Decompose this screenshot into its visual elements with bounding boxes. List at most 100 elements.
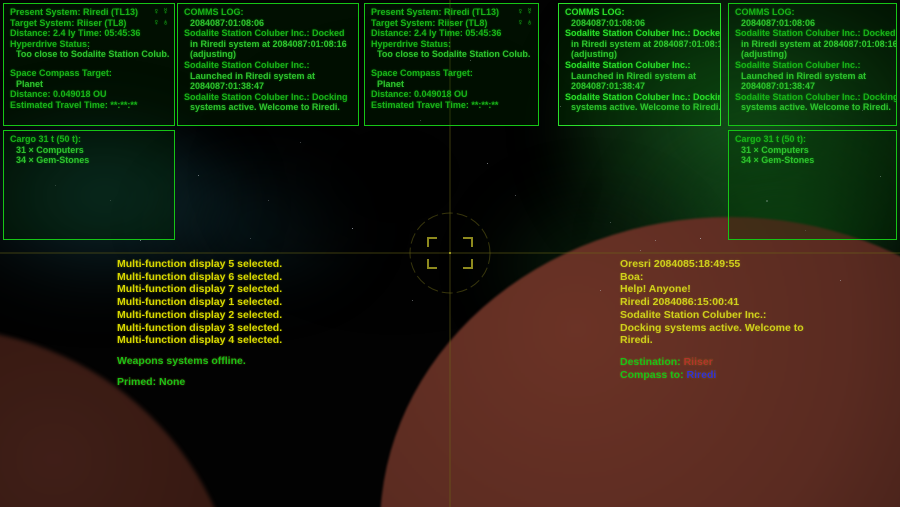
status-center-line-7: Planet	[371, 79, 533, 90]
status-left-line-7: Planet	[10, 79, 169, 90]
status-center-line-3: Hyperdrive Status:	[371, 39, 533, 50]
mfd-comms-2-body: COMMS LOG: 2084087:01:08:06 Sodalite Stati…	[565, 7, 715, 113]
status-center-line-4: Too close to Sodalite Station Colub.	[371, 49, 533, 60]
p-comms-2-line-0: 2084087:01:08:06	[565, 18, 715, 29]
message-left-line-2: Multi-function display 7 selected.	[117, 283, 417, 296]
status-center-line-8: Distance: 0.049018 OU	[371, 89, 533, 100]
destination-label: Destination:	[620, 356, 681, 368]
status-left-icon-1: ♀ ♁	[153, 17, 169, 28]
message-left-line-4: Multi-function display 2 selected.	[117, 309, 417, 322]
status-left-icon-0: ♀ ☿	[153, 6, 169, 17]
star	[250, 238, 251, 239]
status-left-line-5	[10, 60, 169, 68]
destination-row: Destination: Riiser	[620, 356, 890, 369]
p-cargo-right-item-0: 31 × Computers	[735, 145, 891, 156]
mfd-status-left[interactable]: Present System: Riredi (TL13) Target Syst…	[3, 3, 175, 126]
message-left-line-1: Multi-function display 6 selected.	[117, 271, 417, 284]
message-left-line-3: Multi-function display 1 selected.	[117, 296, 417, 309]
p-comms-3-line-5: Launched in Riredi system at	[735, 71, 891, 82]
p-comms-1-title: COMMS LOG:	[184, 7, 353, 18]
p-comms-2-line-8: systems active. Welcome to Riredi.	[565, 102, 715, 113]
status-left-line-6: Space Compass Target:	[10, 68, 169, 79]
status-center-icon-1: ♀ ♁	[517, 17, 533, 28]
message-log-right: Oresri 2084085:18:49:55 Boa: Help! Anyone…	[620, 258, 890, 381]
p-comms-3-line-7: Sodalite Station Coluber Inc.: Docking	[735, 92, 891, 103]
p-comms-3-line-6: 2084087:01:38:47	[735, 81, 891, 92]
status-center-line-2: Distance: 2.4 ly Time: 05:45:36	[371, 28, 533, 39]
p-comms-1-line-0: 2084087:01:08:06	[184, 18, 353, 29]
status-left-line-3: Hyperdrive Status:	[10, 39, 169, 50]
message-right-line-3: Riredi 2084086:15:00:41	[620, 296, 890, 309]
p-comms-2-line-2: in Riredi system at 2084087:01:08:16	[565, 39, 715, 50]
p-comms-3-line-2: in Riredi system at 2084087:01:08:16	[735, 39, 891, 50]
star	[610, 222, 611, 223]
message-left-line-8: Weapons systems offline.	[117, 355, 417, 368]
message-right-line-2: Help! Anyone!	[620, 283, 890, 296]
status-center-line-1: Target System: Riiser (TL8)	[371, 18, 533, 29]
star	[600, 290, 601, 291]
star	[352, 228, 353, 229]
p-cargo-left-item-0: 31 × Computers	[10, 145, 169, 156]
p-comms-3-line-4: Sodalite Station Coluber Inc.:	[735, 60, 891, 71]
p-comms-1-line-4: Sodalite Station Coluber Inc.:	[184, 60, 353, 71]
status-left-line-4: Too close to Sodalite Station Colub.	[10, 49, 169, 60]
message-right-line-5: Docking systems active. Welcome to	[620, 322, 890, 335]
p-comms-2-line-4: Sodalite Station Coluber Inc.:	[565, 60, 715, 71]
p-comms-1-line-8: systems active. Welcome to Riredi.	[184, 102, 353, 113]
mfd-cargo-right[interactable]: Cargo 31 t (50 t): 31 × Computers 34 × Gem…	[728, 130, 897, 240]
message-left-line-6: Multi-function display 4 selected.	[117, 334, 417, 347]
p-comms-2-line-5: Launched in Riredi system at	[565, 71, 715, 82]
mfd-cargo-left-body: Cargo 31 t (50 t): 31 × Computers 34 × Gem…	[10, 134, 169, 166]
message-right-line-0: Oresri 2084085:18:49:55	[620, 258, 890, 271]
message-log-right-lines: Oresri 2084085:18:49:55 Boa: Help! Anyone…	[620, 258, 890, 347]
mfd-comms-log-2[interactable]: COMMS LOG: 2084087:01:08:06 Sodalite Stati…	[558, 3, 721, 126]
message-right-line-6: Riredi.	[620, 334, 890, 347]
p-comms-2-line-7: Sodalite Station Coluber Inc.: Docking	[565, 92, 715, 103]
message-log-left: Multi-function display 5 selected. Multi-…	[117, 258, 417, 388]
mfd-comms-3-body: COMMS LOG: 2084087:01:08:06 Sodalite Stati…	[735, 7, 891, 113]
status-center-line-5	[371, 60, 533, 68]
mfd-status-left-body: Present System: Riredi (TL13) Target Syst…	[10, 7, 169, 110]
status-left-line-1: Target System: Riiser (TL8)	[10, 18, 169, 29]
message-right-line-1: Boa:	[620, 271, 890, 284]
p-cargo-left-item-1: 34 × Gem-Stones	[10, 155, 169, 166]
p-comms-1-line-3: (adjusting)	[184, 49, 353, 60]
p-comms-1-line-6: 2084087:01:38:47	[184, 81, 353, 92]
p-comms-3-line-3: (adjusting)	[735, 49, 891, 60]
p-comms-3-title: COMMS LOG:	[735, 7, 891, 18]
p-comms-2-title: COMMS LOG:	[565, 7, 715, 18]
p-comms-3-line-1: Sodalite Station Coluber Inc.: Docked	[735, 28, 891, 39]
dashboard: Crit 800 600 400 K WTP ! ! ECM E	[0, 375, 900, 507]
message-left-line-5: Multi-function display 3 selected.	[117, 322, 417, 335]
star	[300, 142, 301, 143]
p-cargo-right-item-1: 34 × Gem-Stones	[735, 155, 891, 166]
star	[700, 238, 701, 239]
status-center-line-6: Space Compass Target:	[371, 68, 533, 79]
p-comms-1-line-2: in Riredi system at 2084087:01:08:16	[184, 39, 353, 50]
status-left-line-0: Present System: Riredi (TL13)	[10, 7, 169, 18]
message-left-line-0: Multi-function display 5 selected.	[117, 258, 417, 271]
p-comms-2-line-3: (adjusting)	[565, 49, 715, 60]
p-comms-3-line-8: systems active. Welcome to Riredi.	[735, 102, 891, 113]
p-comms-3-line-0: 2084087:01:08:06	[735, 18, 891, 29]
mfd-comms-log-3[interactable]: COMMS LOG: 2084087:01:08:06 Sodalite Stati…	[728, 3, 897, 126]
mfd-status-center-icons: ♀ ☿ ♀ ♁	[517, 6, 533, 28]
p-comms-2-line-6: 2084087:01:38:47	[565, 81, 715, 92]
star	[640, 250, 641, 251]
mfd-status-center[interactable]: Present System: Riredi (TL13) Target Syst…	[364, 3, 539, 126]
p-comms-1-line-1: Sodalite Station Coluber Inc.: Docked	[184, 28, 353, 39]
p-comms-1-line-5: Launched in Riredi system at	[184, 71, 353, 82]
mfd-comms-log-1[interactable]: COMMS LOG: 2084087:01:08:06 Sodalite Stati…	[177, 3, 359, 126]
message-right-line-4: Sodalite Station Coluber Inc.:	[620, 309, 890, 322]
star	[198, 175, 199, 176]
status-center-icon-0: ♀ ☿	[517, 6, 533, 17]
mfd-status-center-body: Present System: Riredi (TL13) Target Syst…	[371, 7, 533, 110]
mfd-comms-1-body: COMMS LOG: 2084087:01:08:06 Sodalite Stati…	[184, 7, 353, 113]
status-center-line-0: Present System: Riredi (TL13)	[371, 7, 533, 18]
star	[140, 240, 141, 241]
status-left-line-8: Distance: 0.049018 OU	[10, 89, 169, 100]
mfd-cargo-left[interactable]: Cargo 31 t (50 t): 31 × Computers 34 × Gem…	[3, 130, 175, 240]
star	[515, 195, 516, 196]
status-left-line-2: Distance: 2.4 ly Time: 05:45:36	[10, 28, 169, 39]
star	[655, 240, 656, 241]
